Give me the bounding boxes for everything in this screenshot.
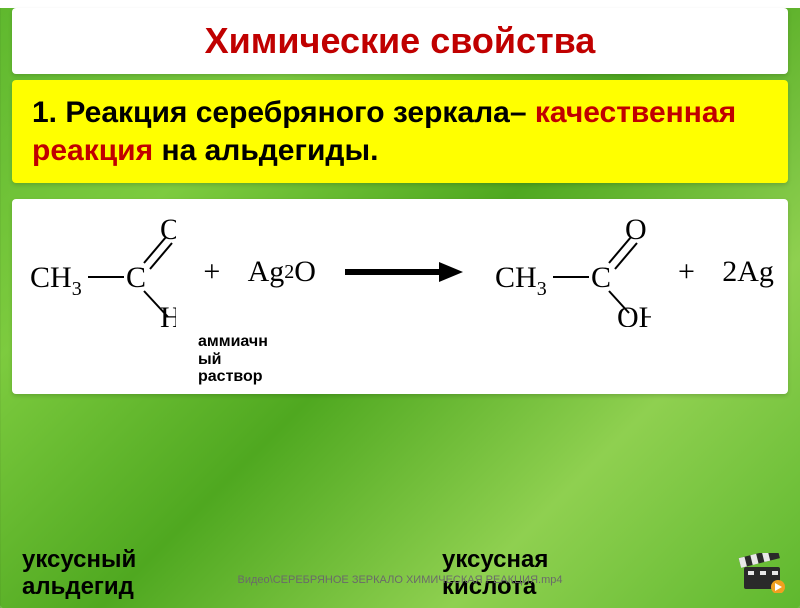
svg-text:H: H: [160, 301, 176, 327]
product-silver: 2Ag: [722, 255, 774, 289]
annotation-row: аммиачн ый раствор: [26, 333, 774, 386]
product-acetic-acid: CH3 C O OH: [491, 217, 651, 327]
video-caption: Видео\СЕРЕБРЯНОЕ ЗЕРКАЛО ХИМИЧЕСКАЯ РЕАК…: [238, 574, 563, 586]
mol-text: CH3: [30, 261, 82, 300]
reagent-annotation: аммиачн ый раствор: [198, 333, 268, 386]
plus-1: +: [203, 255, 220, 289]
svg-text:C: C: [126, 261, 146, 294]
svg-text:O: O: [625, 217, 647, 246]
svg-text:C: C: [591, 261, 611, 294]
svg-text:OH: OH: [617, 301, 651, 327]
subtitle-bar: 1. Реакция серебряного зеркала– качестве…: [12, 80, 788, 183]
subtitle-part1: Реакция серебряного зеркала–: [57, 96, 535, 129]
title-bar: Химические свойства: [12, 8, 788, 74]
subtitle-text: 1. Реакция серебряного зеркала– качестве…: [32, 94, 768, 169]
subtitle-part2: на альдегиды.: [153, 134, 378, 167]
reagent-ag2o: Ag2O: [248, 255, 316, 289]
slide-title: Химические свойства: [12, 20, 788, 62]
clapperboard-icon: [738, 553, 786, 598]
reaction-arrow: [343, 260, 463, 284]
subtitle-number: 1.: [32, 96, 57, 129]
svg-text:O: O: [160, 217, 176, 246]
reaction-box: CH3 C O H + Ag2O: [12, 199, 788, 394]
reaction-row: CH3 C O H + Ag2O: [26, 217, 774, 327]
plus-2: +: [678, 255, 695, 289]
reactant-acetaldehyde: CH3 C O H: [26, 217, 176, 327]
svg-text:CH3: CH3: [495, 261, 547, 300]
slide-content: Химические свойства 1. Реакция серебряно…: [0, 8, 800, 608]
